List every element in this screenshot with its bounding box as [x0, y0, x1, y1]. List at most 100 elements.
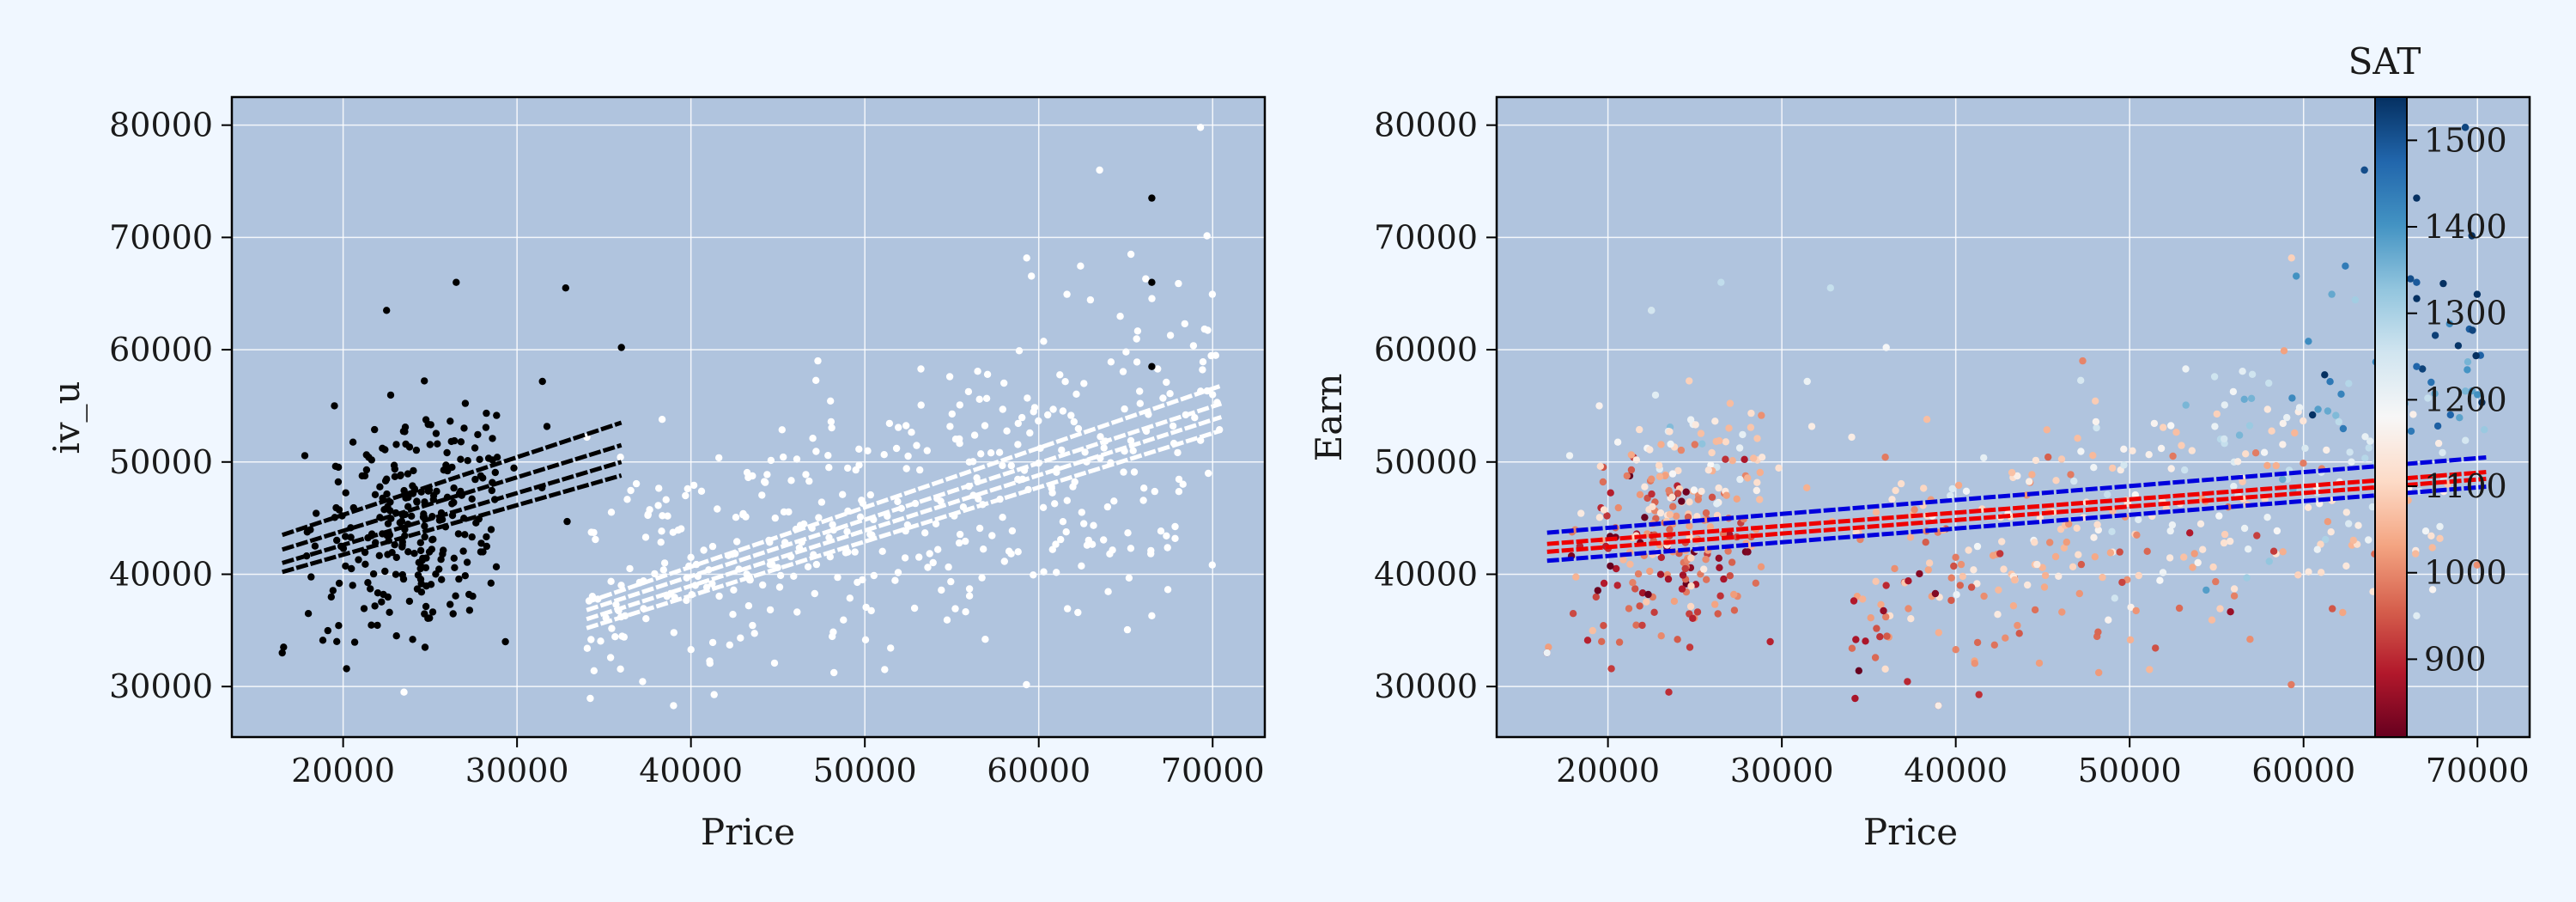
- scatter-point-sat: [1628, 466, 1635, 473]
- scatter-point-sat: [1648, 491, 1655, 497]
- scatter-point-sat: [2230, 483, 2237, 490]
- scatter-point-high-price: [768, 457, 775, 464]
- scatter-point-high-price: [1087, 296, 1094, 303]
- scatter-point-high-price: [1078, 509, 1085, 515]
- scatter-point-sat: [1658, 632, 1665, 639]
- scatter-point-sat: [2093, 418, 2099, 425]
- y-tick-label: 70000: [109, 218, 213, 256]
- scatter-point-sat: [2361, 454, 2368, 461]
- scatter-point-low-price: [376, 484, 383, 491]
- scatter-point-low-price: [417, 565, 424, 572]
- scatter-point-sat: [2413, 363, 2420, 370]
- x-tick-label: 60000: [2251, 752, 2355, 789]
- scatter-point-high-price: [827, 398, 834, 405]
- scatter-point-sat: [2133, 607, 2140, 614]
- scatter-point-sat: [2239, 368, 2245, 375]
- scatter-point-high-price: [618, 632, 625, 639]
- scatter-point-sat: [2273, 462, 2280, 469]
- scatter-point-sat: [1730, 591, 1737, 598]
- scatter-point-sat: [2104, 491, 2111, 498]
- scatter-point-sat: [1827, 284, 1834, 291]
- scatter-point-sat: [2046, 539, 2053, 545]
- scatter-point-high-price: [1023, 681, 1030, 688]
- scatter-point-low-price: [483, 424, 489, 430]
- scatter-point-sat: [2168, 465, 2175, 472]
- scatter-point-high-price: [1110, 497, 1117, 504]
- y-tick-label: 40000: [1374, 555, 1478, 593]
- scatter-point-high-price: [840, 617, 847, 624]
- scatter-point-high-price: [642, 533, 649, 540]
- scatter-point-high-price: [684, 485, 691, 492]
- scatter-point-high-price: [737, 635, 744, 642]
- scatter-point-high-price: [828, 418, 835, 425]
- scatter-point-high-price: [1204, 232, 1211, 239]
- scatter-point-high-price: [1130, 448, 1137, 454]
- scatter-point-low-price: [433, 488, 440, 495]
- scatter-point-high-price: [829, 521, 835, 528]
- scatter-point-low-price: [437, 556, 444, 563]
- scatter-point-high-price: [763, 471, 770, 478]
- scatter-point-sat: [1741, 456, 1747, 463]
- scatter-point-high-price: [1131, 468, 1138, 475]
- scatter-point-sat: [2117, 548, 2123, 555]
- scatter-point-sat: [2343, 509, 2350, 515]
- scatter-point-high-price: [947, 578, 954, 585]
- scatter-point-sat: [1750, 454, 1757, 461]
- scatter-point-sat: [1667, 441, 1674, 448]
- scatter-point-sat: [1595, 402, 1602, 409]
- scatter-point-low-price: [455, 576, 462, 582]
- scatter-point-sat: [2314, 546, 2321, 553]
- scatter-point-sat: [2413, 279, 2420, 286]
- scatter-point-sat: [1957, 582, 1964, 588]
- scatter-point-low-price: [424, 615, 431, 622]
- scatter-point-sat: [1720, 576, 1727, 582]
- scatter-point-sat: [2078, 561, 2085, 568]
- scatter-point-sat: [1905, 605, 1911, 612]
- scatter-point-low-price: [465, 591, 472, 598]
- scatter-point-low-price: [402, 441, 409, 448]
- scatter-point-sat: [2093, 424, 2099, 431]
- scatter-point-sat: [1687, 582, 1694, 589]
- scatter-point-low-price: [312, 543, 319, 550]
- scatter-point-sat: [2166, 554, 2173, 561]
- colorbar-tick-label: 1500: [2424, 121, 2507, 159]
- scatter-point-sat: [1713, 500, 1720, 507]
- scatter-point-sat: [1686, 643, 1693, 650]
- scatter-point-high-price: [1133, 358, 1140, 365]
- scatter-point-sat: [2024, 582, 2031, 588]
- scatter-point-high-price: [400, 689, 407, 696]
- scatter-point-high-price: [983, 395, 990, 402]
- scatter-point-high-price: [927, 550, 933, 557]
- scatter-point-sat: [2245, 545, 2251, 552]
- y-tick-label: 80000: [109, 107, 213, 144]
- scatter-point-high-price: [938, 587, 945, 594]
- scatter-point-high-price: [895, 569, 902, 576]
- scatter-point-sat: [2202, 587, 2209, 594]
- scatter-point-high-price: [915, 553, 922, 560]
- scatter-point-sat: [1883, 344, 1890, 350]
- right-y-axis-label: Earn: [1308, 374, 1350, 462]
- scatter-point-low-price: [462, 572, 469, 579]
- scatter-point-sat: [2241, 525, 2248, 532]
- scatter-point-low-price: [408, 513, 415, 520]
- scatter-point-sat: [1850, 597, 1857, 604]
- scatter-point-low-price: [428, 421, 434, 428]
- scatter-point-sat: [1891, 565, 1898, 572]
- scatter-point-sat: [1589, 627, 1596, 634]
- scatter-point-low-price: [544, 423, 550, 430]
- scatter-point-high-price: [1205, 470, 1212, 477]
- scatter-point-high-price: [1124, 529, 1131, 536]
- scatter-point-low-price: [422, 603, 429, 610]
- scatter-point-low-price: [313, 509, 319, 516]
- scatter-point-sat: [1935, 702, 1941, 709]
- scatter-point-sat: [1708, 449, 1715, 456]
- scatter-point-sat: [1892, 487, 1899, 494]
- scatter-point-high-price: [951, 605, 958, 612]
- scatter-point-sat: [2231, 593, 2238, 600]
- scatter-point-sat: [1544, 649, 1551, 656]
- scatter-point-low-price: [336, 506, 343, 513]
- scatter-point-high-price: [1049, 405, 1056, 412]
- scatter-point-sat: [2279, 441, 2286, 448]
- scatter-point-low-price: [471, 476, 478, 483]
- scatter-point-sat: [1633, 456, 1640, 463]
